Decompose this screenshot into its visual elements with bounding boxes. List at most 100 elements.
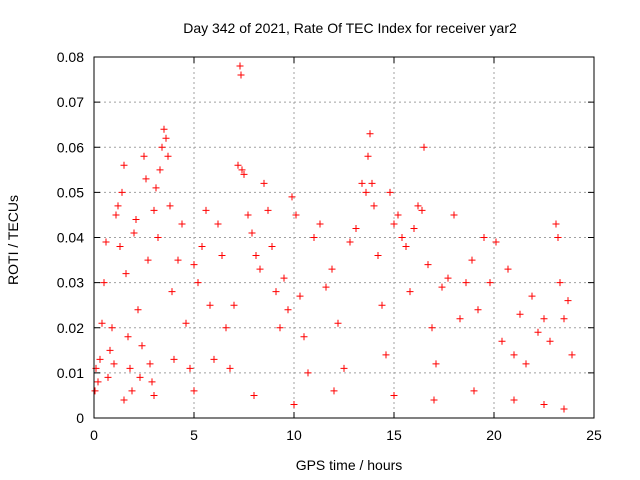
- data-point: [154, 234, 162, 241]
- data-point: [234, 161, 242, 169]
- data-point: [264, 206, 272, 214]
- data-point: [390, 391, 398, 399]
- data-point: [410, 224, 418, 232]
- y-tick-label: 0.01: [57, 365, 84, 381]
- data-point: [352, 224, 360, 232]
- data-point: [456, 315, 464, 323]
- data-point: [386, 188, 394, 196]
- data-point: [480, 234, 488, 241]
- data-point: [168, 288, 176, 296]
- data-point: [290, 400, 298, 408]
- data-point: [346, 238, 354, 246]
- data-point: [230, 301, 238, 309]
- data-point: [260, 179, 268, 187]
- data-point: [128, 387, 136, 395]
- data-point: [406, 288, 414, 296]
- data-point: [420, 143, 428, 151]
- data-point: [498, 337, 506, 345]
- data-point: [144, 256, 152, 264]
- data-point: [268, 243, 276, 251]
- data-point: [120, 161, 128, 169]
- data-point: [474, 306, 482, 314]
- data-point: [178, 220, 186, 228]
- data-point: [226, 364, 234, 372]
- data-point: [398, 234, 406, 241]
- data-point: [244, 211, 252, 219]
- data-point: [190, 261, 198, 269]
- data-point: [182, 319, 190, 327]
- data-point: [96, 355, 104, 363]
- data-point: [564, 297, 572, 305]
- data-point: [364, 152, 372, 160]
- y-tick-label: 0.04: [57, 230, 84, 246]
- data-point: [114, 202, 122, 210]
- data-point: [160, 125, 168, 133]
- data-point: [150, 206, 158, 214]
- x-ticks: 0 5 10 15 20 25: [90, 57, 602, 443]
- data-point: [98, 319, 106, 327]
- data-point: [552, 220, 560, 228]
- data-point: [414, 202, 422, 210]
- x-tick-label: 5: [190, 427, 198, 443]
- data-point: [132, 215, 140, 223]
- data-point: [112, 211, 120, 219]
- data-point: [110, 360, 118, 368]
- data-point: [322, 283, 330, 291]
- data-point: [462, 279, 470, 287]
- data-point: [292, 211, 300, 219]
- data-point: [206, 301, 214, 309]
- data-point: [152, 184, 160, 192]
- y-tick-label: 0.05: [57, 184, 84, 200]
- data-point: [540, 400, 548, 408]
- data-point: [394, 211, 402, 219]
- data-point: [214, 220, 222, 228]
- data-point: [510, 396, 518, 404]
- data-point: [522, 360, 530, 368]
- data-point: [378, 301, 386, 309]
- data-point: [256, 265, 264, 273]
- data-point: [162, 134, 170, 142]
- y-tick-label: 0.06: [57, 139, 84, 155]
- data-point: [296, 292, 304, 300]
- data-point: [190, 387, 198, 395]
- data-point: [534, 328, 542, 336]
- data-point: [288, 193, 296, 201]
- x-tick-label: 0: [90, 427, 98, 443]
- data-point: [510, 351, 518, 359]
- data-point: [470, 387, 478, 395]
- data-point: [164, 152, 172, 160]
- y-tick-label: 0.02: [57, 320, 84, 336]
- data-point: [432, 360, 440, 368]
- data-point: [568, 351, 576, 359]
- data-point: [116, 243, 124, 251]
- data-point: [300, 333, 308, 341]
- data-point: [418, 206, 426, 214]
- y-ticks: 0 0.01 0.02 0.03 0.04 0.05 0.06 0.07 0.08: [57, 49, 594, 426]
- data-point: [170, 355, 178, 363]
- data-point: [316, 220, 324, 228]
- data-point: [240, 170, 248, 178]
- data-point: [330, 387, 338, 395]
- data-point: [424, 261, 432, 269]
- x-tick-label: 15: [386, 427, 402, 443]
- data-point: [276, 324, 284, 332]
- data-point: [280, 274, 288, 282]
- data-point: [554, 234, 562, 241]
- data-point: [272, 288, 280, 296]
- data-point: [438, 283, 446, 291]
- data-point: [134, 306, 142, 314]
- data-point: [218, 252, 226, 260]
- data-point: [366, 130, 374, 138]
- data-point: [450, 211, 458, 219]
- data-point: [194, 279, 202, 287]
- data-point: [428, 324, 436, 332]
- x-axis-label: GPS time / hours: [296, 457, 403, 473]
- data-point: [390, 220, 398, 228]
- data-point: [150, 391, 158, 399]
- data-point: [124, 333, 132, 341]
- data-point: [91, 387, 99, 395]
- data-point: [202, 206, 210, 214]
- data-point: [100, 279, 108, 287]
- data-point: [106, 346, 114, 354]
